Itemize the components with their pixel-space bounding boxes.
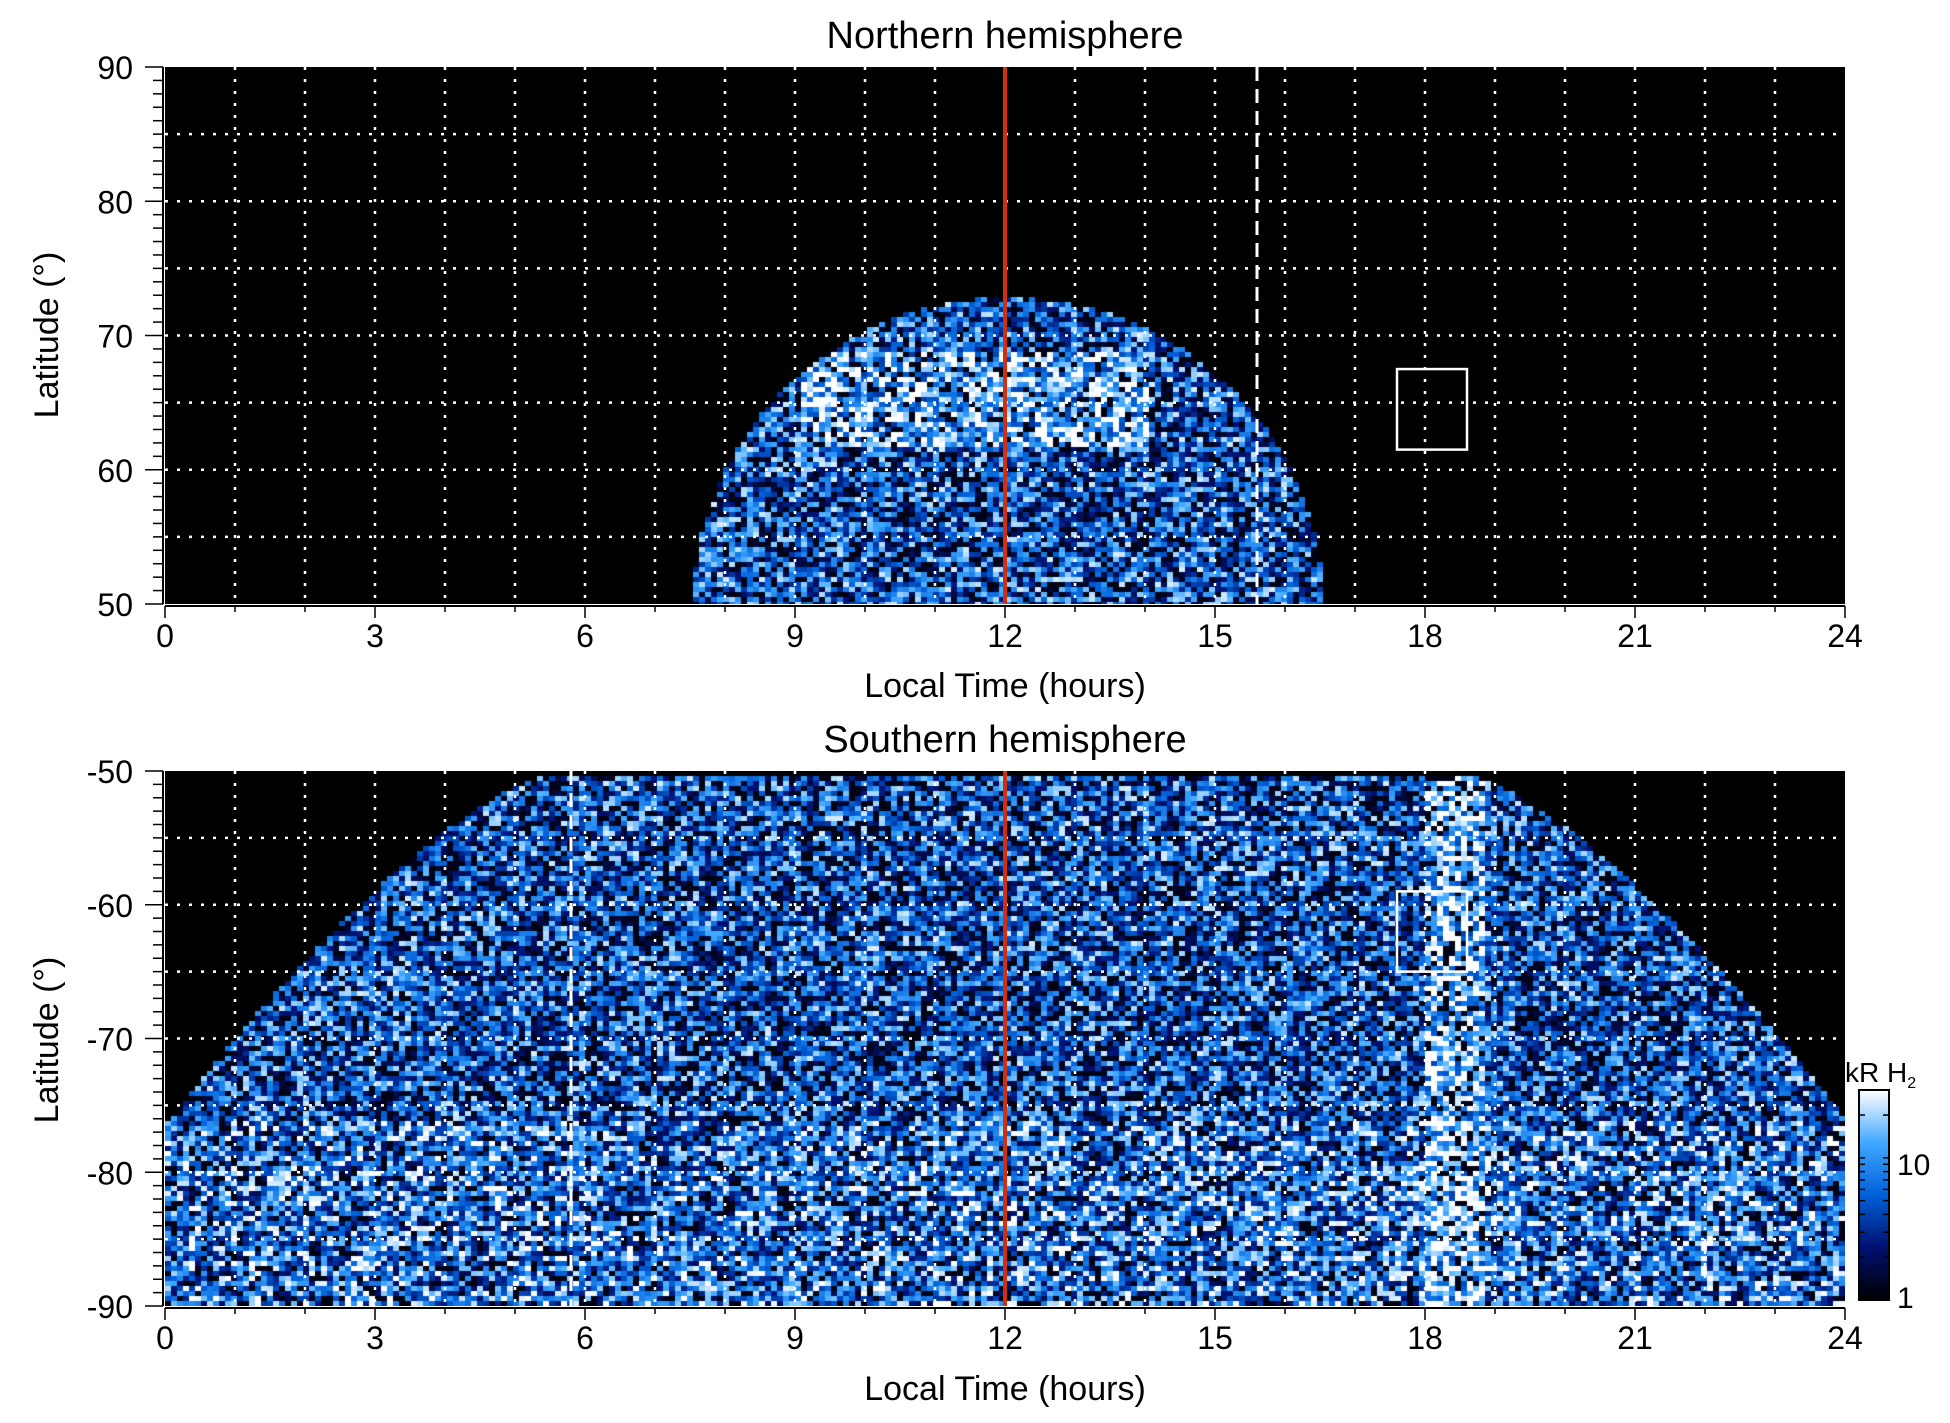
north-x-tick-label: 6 (576, 618, 594, 654)
south-x-tick-label: 24 (1827, 1320, 1863, 1356)
south-xlabel: Local Time (hours) (864, 1370, 1146, 1408)
north-x-tick-label: 18 (1407, 618, 1443, 654)
north-y-tick-label: 80 (97, 184, 133, 220)
south-x-tick-label: 0 (156, 1320, 174, 1356)
north-x-tick-label: 9 (786, 618, 804, 654)
south-x-tick-label: 3 (366, 1320, 384, 1356)
colorbar-tick-10: 10 (1897, 1149, 1930, 1182)
south-ylabel: Latitude (°) (28, 957, 66, 1124)
north-x-tick-label: 24 (1827, 618, 1863, 654)
north-title: Northern hemisphere (827, 15, 1184, 57)
south-x-tick-label: 18 (1407, 1320, 1443, 1356)
north-box (1395, 367, 1469, 451)
north-y-tick-label: 50 (97, 587, 133, 623)
south-y-tick-label: -80 (87, 1155, 133, 1191)
south-x-tick-label: 12 (987, 1320, 1023, 1356)
north-x-tick-label: 0 (156, 618, 174, 654)
south-y-tick-label: -50 (87, 754, 133, 790)
north-x-tick-label: 3 (366, 618, 384, 654)
colorbar-tick-1: 1 (1897, 1282, 1914, 1315)
south-x-tick-label: 15 (1197, 1320, 1233, 1356)
south-x-tick-label: 9 (786, 1320, 804, 1356)
north-xlabel: Local Time (hours) (864, 667, 1146, 705)
north-y-tick-label: 60 (97, 453, 133, 489)
north-x-tick-label: 15 (1197, 618, 1233, 654)
south-y-tick-label: -70 (87, 1022, 133, 1058)
colorbar-frame (1858, 1089, 1890, 1301)
colorbar-label: kR H2 (1845, 1057, 1916, 1092)
south-y-tick-label: -60 (87, 888, 133, 924)
south-x-tick-label: 6 (576, 1320, 594, 1356)
north-y-tick-label: 90 (97, 50, 133, 86)
north-ylabel: Latitude (°) (28, 252, 66, 419)
north-x-tick-label: 21 (1617, 618, 1653, 654)
north-y-tick-label: 70 (97, 319, 133, 355)
south-x-tick-label: 21 (1617, 1320, 1653, 1356)
colorbar-gradient (1859, 1090, 1889, 1300)
south-y-tick-label: -90 (87, 1289, 133, 1325)
south-title: Southern hemisphere (823, 719, 1186, 761)
north-x-tick-label: 12 (987, 618, 1023, 654)
south-box (1395, 890, 1469, 973)
